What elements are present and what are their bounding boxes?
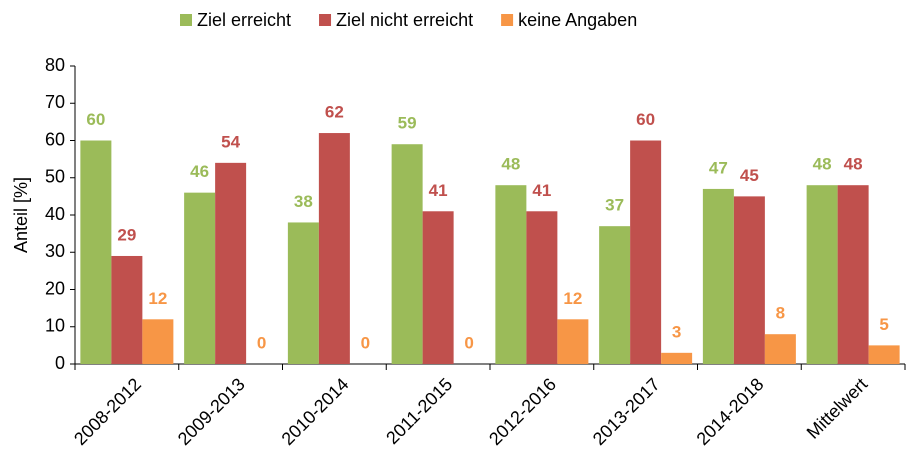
x-tick-label: 2014-2018 — [693, 374, 768, 449]
value-label: 0 — [464, 333, 473, 352]
value-label: 5 — [879, 315, 888, 334]
value-label: 45 — [740, 166, 759, 185]
bar — [287, 222, 319, 364]
bar — [702, 188, 734, 364]
bar — [80, 140, 112, 364]
value-label: 37 — [605, 196, 624, 215]
bar — [142, 319, 174, 364]
value-label: 12 — [148, 289, 167, 308]
x-tick-label: 2013-2017 — [589, 374, 664, 449]
legend-label: Ziel nicht erreicht — [336, 10, 473, 30]
value-label: 41 — [532, 181, 551, 200]
bar — [526, 211, 558, 364]
value-label: 47 — [709, 158, 728, 177]
value-label: 48 — [501, 155, 520, 174]
y-tick-label: 30 — [45, 241, 65, 261]
y-tick-label: 80 — [45, 55, 65, 75]
bar — [764, 334, 796, 364]
value-label: 60 — [636, 110, 655, 129]
value-label: 54 — [221, 132, 240, 151]
value-label: 0 — [257, 333, 266, 352]
value-label: 59 — [398, 114, 417, 133]
value-label: 12 — [563, 289, 582, 308]
bar — [661, 352, 693, 364]
bar — [111, 255, 143, 364]
value-label: 0 — [361, 333, 370, 352]
x-tick-label: Mittelwert — [803, 374, 872, 443]
legend-swatch — [180, 14, 192, 26]
x-tick-label: 2011-2015 — [382, 374, 456, 448]
bar — [630, 140, 662, 364]
y-tick-label: 0 — [55, 353, 65, 373]
bar — [806, 185, 838, 364]
bar — [422, 211, 454, 364]
bar — [557, 319, 589, 364]
y-tick-label: 60 — [45, 129, 65, 149]
x-tick-label: 2009-2013 — [174, 374, 249, 449]
y-tick-label: 10 — [45, 316, 65, 336]
y-tick-label: 40 — [45, 204, 65, 224]
bar — [733, 196, 765, 364]
legend-label: keine Angaben — [518, 10, 637, 30]
value-label: 3 — [672, 322, 681, 341]
value-label: 60 — [86, 110, 105, 129]
bar — [184, 192, 216, 364]
legend-swatch — [319, 14, 332, 26]
x-tick-label: 2010-2014 — [278, 374, 353, 449]
value-label: 38 — [294, 192, 313, 211]
bar — [837, 185, 869, 364]
y-tick-label: 50 — [45, 167, 65, 187]
legend-swatch — [501, 14, 514, 26]
bar — [215, 162, 247, 364]
legend-label: Ziel erreicht — [197, 10, 291, 30]
bar — [599, 226, 631, 364]
bar — [391, 144, 423, 364]
value-label: 48 — [844, 155, 863, 174]
value-label: 48 — [813, 155, 832, 174]
x-tick-label: 2008-2012 — [70, 374, 145, 449]
bar — [868, 345, 900, 364]
y-tick-label: 20 — [45, 278, 65, 298]
y-tick-label: 70 — [45, 92, 65, 112]
bar — [318, 133, 350, 364]
bar — [495, 185, 527, 364]
value-label: 8 — [776, 304, 785, 323]
y-axis-label: Anteil [%] — [11, 177, 31, 253]
value-label: 46 — [190, 162, 209, 181]
value-label: 41 — [429, 181, 448, 200]
value-label: 29 — [117, 225, 136, 244]
value-label: 62 — [325, 103, 344, 122]
x-tick-label: 2012-2016 — [485, 374, 560, 449]
